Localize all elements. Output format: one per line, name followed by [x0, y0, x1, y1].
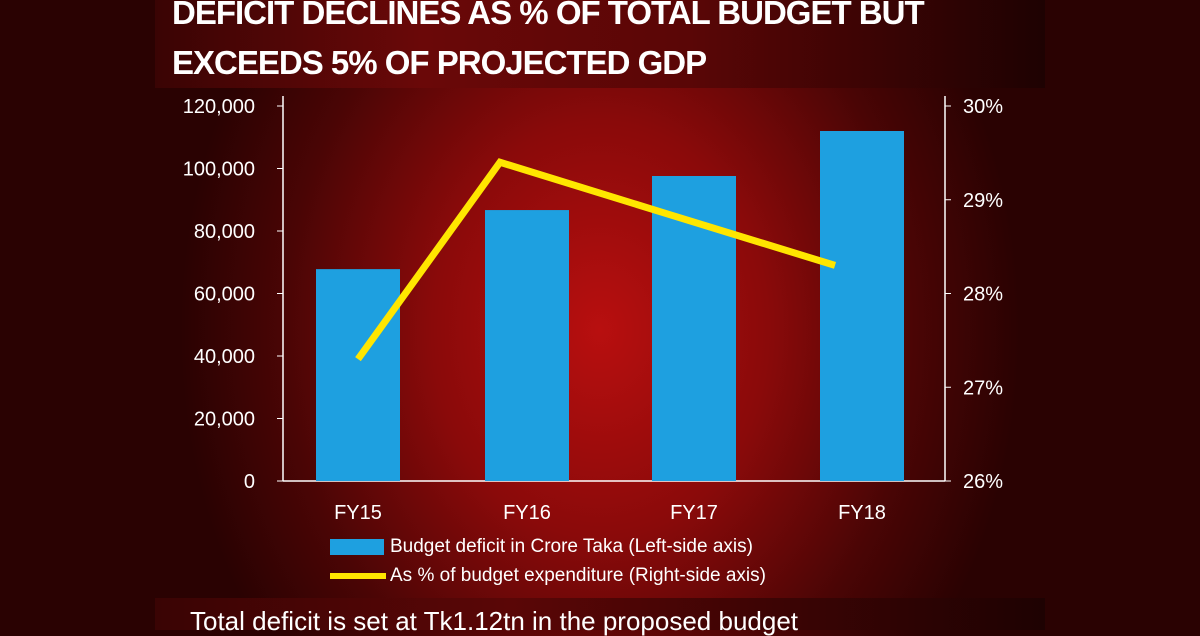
bar-fy15 — [316, 269, 400, 481]
legend-item-line: As % of budget expenditure (Right-side a… — [330, 565, 766, 587]
x-tick-label: FY18 — [838, 502, 886, 524]
legend-label-line: As % of budget expenditure (Right-side a… — [390, 565, 766, 587]
x-tick-label: FY16 — [503, 502, 551, 524]
left-tick-label: 20,000 — [194, 409, 255, 431]
line-series — [358, 162, 835, 359]
right-tick-label: 30% — [963, 96, 1003, 118]
left-tick-label: 80,000 — [194, 221, 255, 243]
x-tick-label: FY17 — [670, 502, 718, 524]
right-tick-label: 28% — [963, 284, 1003, 306]
bar-fy18 — [820, 131, 904, 481]
right-tick-label: 27% — [963, 377, 1003, 399]
legend-swatch-line — [330, 573, 386, 579]
x-tick-label: FY15 — [334, 502, 382, 524]
left-tick-label: 60,000 — [194, 284, 255, 306]
left-tick-label: 120,000 — [183, 96, 255, 118]
left-tick-label: 0 — [244, 471, 255, 493]
legend-label-bar: Budget deficit in Crore Taka (Left-side … — [390, 536, 753, 558]
legend-swatch-bar — [330, 539, 384, 555]
legend-item-bar: Budget deficit in Crore Taka (Left-side … — [330, 536, 753, 558]
right-tick-label: 29% — [963, 190, 1003, 212]
bar-fy16 — [485, 210, 569, 481]
right-tick-label: 26% — [963, 471, 1003, 493]
left-tick-label: 40,000 — [194, 346, 255, 368]
left-tick-label: 100,000 — [183, 159, 255, 181]
footer-text: Total deficit is set at Tk1.12tn in the … — [190, 606, 1030, 636]
